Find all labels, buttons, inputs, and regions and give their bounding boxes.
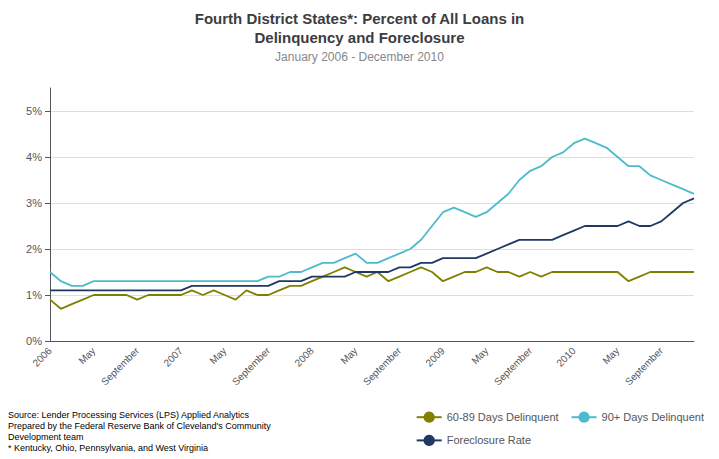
svg-text:September: September [361, 345, 404, 388]
svg-text:Delinquency and Foreclosure: Delinquency and Foreclosure [254, 29, 464, 46]
svg-text:Source: Lender Processing Serv: Source: Lender Processing Services (LPS)… [8, 410, 250, 420]
svg-text:2007: 2007 [161, 345, 185, 369]
svg-text:May: May [338, 345, 359, 366]
svg-text:September: September [623, 345, 666, 388]
svg-text:2009: 2009 [423, 345, 447, 369]
svg-text:September: September [230, 345, 273, 388]
svg-text:2008: 2008 [292, 345, 316, 369]
svg-text:3%: 3% [26, 197, 42, 209]
svg-text:90+ Days Delinquent: 90+ Days Delinquent [602, 411, 704, 423]
svg-text:1%: 1% [26, 289, 42, 301]
svg-text:* Kentucky, Ohio, Pennsylvania: * Kentucky, Ohio, Pennsylvania, and West… [8, 443, 208, 453]
svg-text:2010: 2010 [554, 345, 578, 369]
svg-text:0%: 0% [26, 335, 42, 347]
svg-text:May: May [76, 345, 97, 366]
svg-text:January 2006 - December 2010: January 2006 - December 2010 [275, 50, 444, 64]
svg-text:May: May [207, 345, 228, 366]
svg-text:5%: 5% [26, 105, 42, 117]
svg-text:60-89 Days Delinquent: 60-89 Days Delinquent [447, 411, 559, 423]
svg-text:2006: 2006 [30, 345, 54, 369]
svg-text:Development team: Development team [8, 432, 84, 442]
svg-text:May: May [600, 345, 621, 366]
svg-text:September: September [492, 345, 535, 388]
svg-text:May: May [469, 345, 490, 366]
svg-text:Foreclosure Rate: Foreclosure Rate [447, 434, 531, 446]
svg-text:Prepared by the Federal Reserv: Prepared by the Federal Reserve Bank of … [8, 421, 271, 431]
svg-text:Fourth District States*: Perce: Fourth District States*: Percent of All … [195, 10, 525, 27]
svg-text:2%: 2% [26, 243, 42, 255]
svg-text:September: September [99, 345, 142, 388]
svg-text:4%: 4% [26, 151, 42, 163]
